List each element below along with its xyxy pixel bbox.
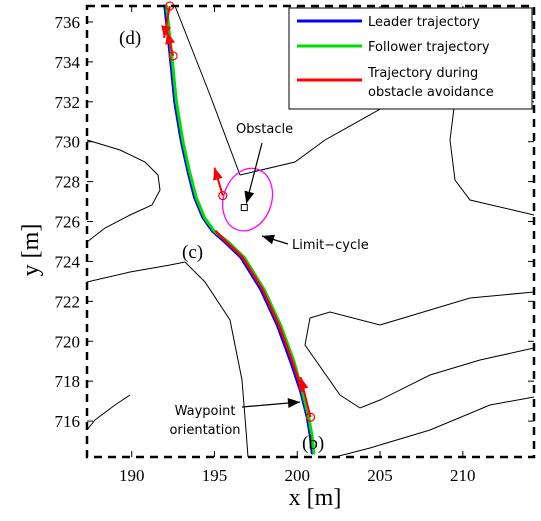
y-tick-label: 726 (55, 213, 81, 232)
contour-line (86, 394, 131, 431)
obstacle-features (161, 1, 316, 422)
axis-ticks: 190 195 200 205 210 716 718 720 722 724 726 728 730 7… (55, 6, 534, 485)
plot-frame (85, 4, 536, 459)
legend-label-avoidance-line1: Trajectory during (367, 66, 478, 81)
waypoint-marker (218, 190, 228, 201)
limit-cycle-annotation: Limit−cycle (292, 238, 369, 253)
contour-line (334, 396, 535, 458)
waypoint-callout-arrow-head (287, 398, 300, 409)
contour-line (304, 291, 535, 409)
legend-label-follower: Follower trajectory (368, 40, 490, 55)
y-tick-label: 730 (55, 133, 81, 152)
y-tick-label: 724 (55, 252, 81, 271)
y-tick-label: 732 (55, 93, 81, 112)
limit-cycle-callout-arrow-head (262, 234, 275, 245)
contour-line (174, 5, 241, 176)
contour-line (86, 261, 186, 283)
panel-label-b: (b) (302, 433, 324, 454)
trajectory-lines (163, 4, 316, 455)
y-tick-label: 734 (55, 53, 81, 72)
avoidance-trajectory-line (214, 230, 304, 393)
y-tick-label: 728 (55, 173, 81, 192)
y-tick-label: 716 (55, 412, 81, 431)
x-tick-label: 195 (202, 466, 228, 485)
waypoint-annotation-line2: orientation (169, 423, 240, 438)
obstacle-callout-arrow-head (244, 190, 255, 204)
x-tick-label: 200 (285, 466, 311, 485)
waypoint-orientation-arrowhead (298, 377, 309, 391)
x-tick-label: 190 (119, 466, 145, 485)
legend-label-leader: Leader trajectory (368, 15, 480, 30)
x-tick-label: 205 (367, 466, 393, 485)
waypoint-orientation-arrowhead (165, 31, 175, 45)
y-tick-label: 720 (55, 332, 81, 351)
panel-label-c: (c) (182, 242, 203, 263)
obstacle-annotation: Obstacle (236, 122, 293, 137)
y-axis-label: y [m] (18, 224, 44, 277)
contour-line (184, 261, 249, 458)
waypoint-annotation-line1: Waypoint (175, 404, 236, 419)
waypoint-orientation-arrowhead (213, 167, 223, 181)
legend-label-avoidance-line2: obstacle avoidance (368, 85, 494, 100)
waypoint-orientation-arrowhead (161, 25, 172, 38)
annotations: Obstacle Limit−cycle Waypoint orientation (d… (119, 28, 369, 454)
x-axis-label: x [m] (289, 485, 342, 511)
contour-line (86, 139, 161, 243)
y-tick-label: 722 (55, 292, 81, 311)
legend: Leader trajectory Follower trajectory Tr… (288, 7, 533, 110)
x-tick-label: 210 (450, 466, 476, 485)
legend-box (288, 7, 533, 110)
y-tick-label: 718 (55, 372, 81, 391)
panel-label-d: (d) (119, 28, 141, 49)
y-tick-label: 736 (55, 13, 81, 32)
obstacle-marker (240, 204, 248, 212)
